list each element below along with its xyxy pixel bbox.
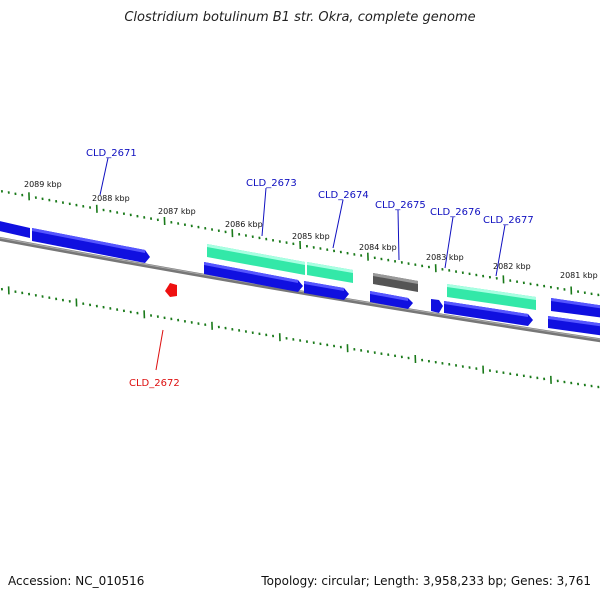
scale-label: 2082 kbp <box>493 262 531 271</box>
cds-feature-cld-2677[interactable] <box>551 298 600 318</box>
gene-label-cld-2675[interactable]: CLD_2675 <box>375 200 426 211</box>
genome-summary-text: Topology: circular; Length: 3,958,233 bp… <box>261 574 591 588</box>
scale-label: 2084 kbp <box>359 243 397 252</box>
cds-feature-top <box>32 228 145 253</box>
gene-labels: CLD_2671 CLD_2672 CLD_2673 CLD_2674 CLD_… <box>86 148 534 389</box>
rna-feature-cld-2676[interactable] <box>447 284 536 310</box>
genome-title: Clostridium botulinum B1 str. Okra, comp… <box>124 10 476 25</box>
cds-feature-cld-2672[interactable] <box>165 283 177 297</box>
leader-line <box>332 199 344 249</box>
scale-label: 2083 kbp <box>426 253 464 262</box>
cds-feature-top <box>304 281 344 291</box>
genome-backbone-highlight <box>0 237 600 340</box>
cds-feature[interactable] <box>0 220 30 238</box>
gene-label-leaders <box>99 157 506 371</box>
leader-line <box>155 329 164 371</box>
scale-label: 2088 kbp <box>92 194 130 203</box>
cds-feature-top <box>204 262 298 283</box>
cds-feature-top <box>370 291 408 301</box>
accession-text: Accession: NC_010516 <box>8 574 145 588</box>
gene-label-cld-2677[interactable]: CLD_2677 <box>483 215 534 226</box>
scale-label: 2087 kbp <box>158 207 196 216</box>
scale-label: 2081 kbp <box>560 271 598 280</box>
rna-feature-top <box>447 284 536 300</box>
gene-label-cld-2673[interactable]: CLD_2673 <box>246 178 297 189</box>
rna-feature-cld-2674[interactable] <box>307 262 353 283</box>
scale-label: 2085 kbp <box>292 232 330 241</box>
cds-feature[interactable] <box>431 299 443 313</box>
scale-label: 2089 kbp <box>24 180 62 189</box>
leader-line <box>261 187 267 237</box>
rna-feature-cld-2673[interactable] <box>207 244 305 275</box>
genome-backbone <box>0 236 600 343</box>
gene-label-cld-2672[interactable]: CLD_2672 <box>129 378 180 389</box>
gene-label-cld-2676[interactable]: CLD_2676 <box>430 207 481 218</box>
leader-line <box>397 209 400 261</box>
cds-feature-cld-2671[interactable] <box>32 228 150 263</box>
cds-feature-top <box>551 298 600 309</box>
gene-label-cld-2671[interactable]: CLD_2671 <box>86 148 137 159</box>
feature-track <box>0 220 600 336</box>
leader-line <box>444 216 454 269</box>
rna-feature-top <box>307 262 353 273</box>
rna-feature-top <box>207 244 305 265</box>
cds-feature-top <box>548 316 600 327</box>
scale-label: 2086 kbp <box>225 220 263 229</box>
leader-line <box>495 224 506 277</box>
cds-feature-top <box>444 301 528 317</box>
scale-labels: 2089 kbp 2088 kbp 2087 kbp 2086 kbp 2085… <box>24 180 598 280</box>
outer-tick-track <box>0 189 600 297</box>
feature-top <box>373 273 418 284</box>
leader-line <box>99 157 109 196</box>
inner-tick-track <box>0 286 600 389</box>
gene-label-cld-2674[interactable]: CLD_2674 <box>318 190 369 201</box>
